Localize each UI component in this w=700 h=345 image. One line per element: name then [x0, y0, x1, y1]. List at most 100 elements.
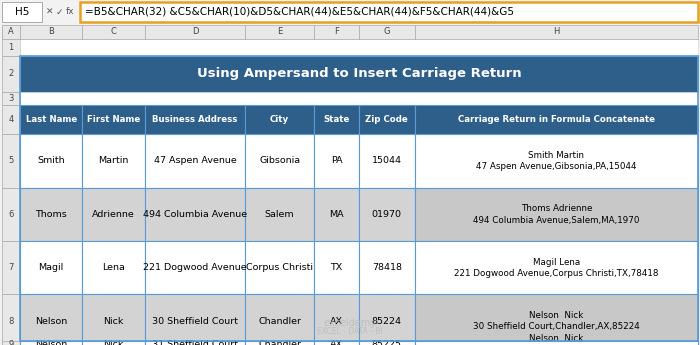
- Bar: [314, 25, 359, 39]
- Bar: [145, 341, 245, 345]
- Text: 8: 8: [8, 317, 14, 326]
- Text: Carriage Return in Formula Concatenate: Carriage Return in Formula Concatenate: [458, 115, 654, 124]
- Text: EXCEL - DATA - BI: EXCEL - DATA - BI: [317, 327, 383, 336]
- Text: G: G: [384, 28, 390, 37]
- Text: MA: MA: [329, 210, 344, 219]
- Text: Nelson  Nick
30 Sheffield Court,Chandler,AX,85224: Nelson Nick 30 Sheffield Court,Chandler,…: [473, 311, 640, 332]
- Bar: [359, 25, 414, 39]
- Text: A: A: [8, 28, 14, 37]
- Text: Smith Martin
47 Aspen Avenue,Gibsonia,PA,15044: Smith Martin 47 Aspen Avenue,Gibsonia,PA…: [476, 151, 636, 171]
- Bar: [359, 295, 414, 345]
- Bar: [2, 39, 20, 56]
- Text: Nelson: Nelson: [35, 317, 67, 326]
- Bar: [20, 341, 83, 345]
- Text: 4: 4: [8, 115, 13, 124]
- Bar: [245, 134, 314, 188]
- Bar: [145, 241, 245, 295]
- Text: Gibsonia: Gibsonia: [259, 156, 300, 165]
- Bar: [245, 295, 314, 345]
- Bar: [314, 295, 359, 345]
- Text: 85225: 85225: [372, 340, 402, 345]
- Text: Thoms Adrienne
494 Columbia Avenue,Salem,MA,1970: Thoms Adrienne 494 Columbia Avenue,Salem…: [473, 204, 640, 225]
- Bar: [359, 106, 414, 134]
- Text: 47 Aspen Avenue: 47 Aspen Avenue: [153, 156, 237, 165]
- Text: Nelson: Nelson: [35, 340, 67, 345]
- Bar: [20, 188, 83, 241]
- Text: 9: 9: [8, 340, 13, 345]
- Bar: [245, 25, 314, 39]
- Bar: [20, 39, 698, 56]
- Bar: [145, 106, 245, 134]
- Text: 78418: 78418: [372, 263, 402, 272]
- Bar: [314, 341, 359, 345]
- Text: Lena: Lena: [102, 263, 125, 272]
- Bar: [314, 188, 359, 241]
- Bar: [314, 106, 359, 134]
- Bar: [83, 241, 145, 295]
- Bar: [414, 188, 698, 241]
- Text: E: E: [277, 28, 282, 37]
- Bar: [145, 134, 245, 188]
- Text: H5: H5: [15, 7, 29, 17]
- Text: H: H: [553, 28, 559, 37]
- Bar: [145, 295, 245, 345]
- Bar: [414, 241, 698, 295]
- Text: 31 Sheffield Court: 31 Sheffield Court: [152, 340, 238, 345]
- Text: Salem: Salem: [265, 210, 295, 219]
- Text: Nick: Nick: [104, 340, 124, 345]
- Text: State: State: [323, 115, 350, 124]
- Bar: [20, 92, 698, 106]
- Bar: [2, 134, 20, 188]
- Bar: [359, 341, 414, 345]
- Text: 5: 5: [8, 156, 13, 165]
- Text: 6: 6: [8, 210, 14, 219]
- Bar: [414, 295, 698, 345]
- Bar: [414, 106, 698, 134]
- Bar: [2, 341, 20, 345]
- Bar: [314, 241, 359, 295]
- Bar: [2, 188, 20, 241]
- Text: City: City: [270, 115, 289, 124]
- Text: 221 Dogwood Avenue: 221 Dogwood Avenue: [143, 263, 246, 272]
- Text: PA: PA: [331, 156, 342, 165]
- Text: 01970: 01970: [372, 210, 402, 219]
- Text: =B5&CHAR(32) &C5&CHAR(10)&D5&CHAR(44)&E5&CHAR(44)&F5&CHAR(44)&G5: =B5&CHAR(32) &C5&CHAR(10)&D5&CHAR(44)&E5…: [85, 7, 514, 17]
- Text: fx: fx: [66, 8, 74, 17]
- Text: 3: 3: [8, 94, 14, 103]
- Bar: [83, 25, 145, 39]
- Bar: [2, 56, 20, 92]
- Bar: [83, 341, 145, 345]
- Bar: [359, 188, 414, 241]
- Text: Corpus Christi: Corpus Christi: [246, 263, 313, 272]
- Bar: [20, 56, 698, 92]
- Text: Magil Lena
221 Dogwood Avenue,Corpus Christi,TX,78418: Magil Lena 221 Dogwood Avenue,Corpus Chr…: [454, 257, 659, 278]
- Text: Using Ampersand to Insert Carriage Return: Using Ampersand to Insert Carriage Retur…: [197, 67, 522, 80]
- Text: B: B: [48, 28, 54, 37]
- Bar: [20, 56, 698, 341]
- Bar: [414, 134, 698, 188]
- Text: Nick: Nick: [104, 317, 124, 326]
- Text: Adrienne: Adrienne: [92, 210, 135, 219]
- Bar: [80, 2, 698, 22]
- Bar: [2, 106, 20, 134]
- Bar: [359, 134, 414, 188]
- Bar: [2, 2, 42, 22]
- Text: Nelson  Nick
31 Sheffield Court,Chandler,AX,85225: Nelson Nick 31 Sheffield Court,Chandler,…: [473, 334, 640, 345]
- Text: Business Address: Business Address: [152, 115, 237, 124]
- Text: 2: 2: [8, 69, 13, 78]
- Text: Magil: Magil: [38, 263, 64, 272]
- Text: AX: AX: [330, 340, 343, 345]
- Text: C: C: [111, 28, 116, 37]
- Bar: [20, 134, 83, 188]
- Text: First Name: First Name: [87, 115, 140, 124]
- Bar: [2, 92, 20, 106]
- Text: ✓: ✓: [55, 8, 63, 17]
- Bar: [145, 25, 245, 39]
- Text: 7: 7: [8, 263, 14, 272]
- Text: Last Name: Last Name: [26, 115, 77, 124]
- Text: ✕: ✕: [46, 8, 54, 17]
- Text: Martin: Martin: [99, 156, 129, 165]
- Text: AX: AX: [330, 317, 343, 326]
- Bar: [245, 106, 314, 134]
- Bar: [245, 188, 314, 241]
